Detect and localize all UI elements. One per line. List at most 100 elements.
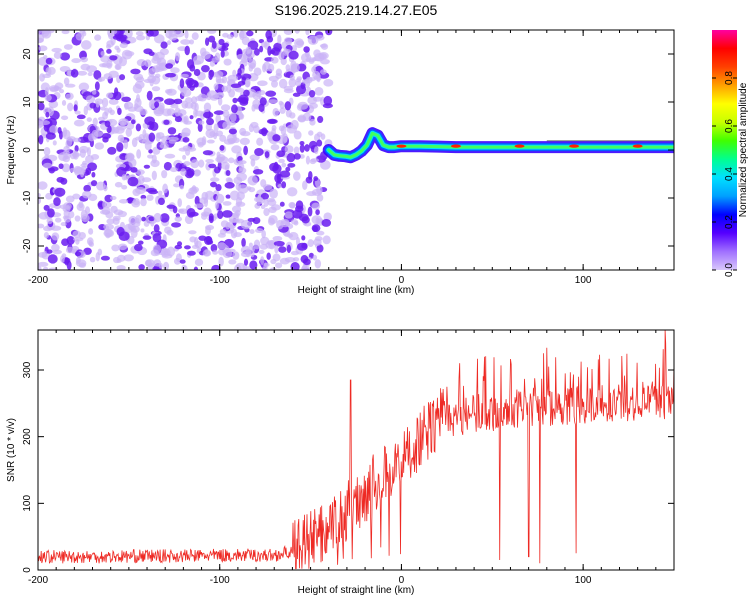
spectrogram-noise-blob [304,144,310,152]
spectrogram-ytick-label: 0 [22,147,33,153]
spectrogram-noise-blob [89,102,97,109]
spectrogram-noise-blob [170,104,179,109]
spectrogram-noise-blob [299,144,305,153]
spectrogram-noise-blob [102,111,108,120]
spectrogram-noise-blob [278,246,287,253]
spectrogram-noise-blob [44,87,49,96]
spectrogram-noise-blob [54,82,64,90]
snr-frame [37,329,675,571]
spectrogram-noise-blob [39,120,51,126]
snr-ytick-label: 200 [22,428,33,445]
spectrogram-noise-blob [88,193,98,202]
spectrogram-noise-blob [47,208,55,218]
spectrogram-noise-blob [44,94,52,102]
spectrogram-noise-blob [137,175,145,185]
spectrogram-noise-blob [270,258,277,265]
spectrogram-noise-blob [114,181,123,188]
snr-ytick-label: 0 [22,567,33,573]
spectrogram-noise-blob [260,256,265,265]
spectrogram-noise-blob [254,196,264,203]
spectrogram-noise-blob [223,58,232,66]
spectrogram-noise-blob [315,209,320,216]
spectrogram-noise-blob [295,200,304,210]
spectrogram-noise-blob [38,45,48,52]
spectrogram-noise-blob [118,199,129,204]
spectrogram-noise-blob [208,69,215,78]
spectrogram-noise-blob [323,79,334,87]
spectrogram-noise-blob [284,145,294,154]
spectrogram-noise-blob [197,122,203,132]
spectrogram-noise-blob [43,266,49,270]
spectrogram-xtick-label: -100 [210,275,230,286]
spectrogram-noise-blob [115,64,121,70]
spectrogram-noise-blob [263,208,270,217]
spectrogram-noise-blob [286,187,298,197]
spectrogram-noise-blob [307,239,314,247]
spectrogram-noise-blob [182,137,190,143]
spectrogram-noise-blob [311,202,321,210]
spectrogram-noise-blob [282,133,288,143]
spectrogram-noise-blob [65,93,72,99]
spectrogram-noise-blob [83,184,92,193]
spectrogram-noise-blob [284,257,296,263]
spectrogram-noise-blob [194,195,200,206]
snr-ticks: -200 -100 0 100 0 100 200 300 [22,330,675,586]
spectrogram-noise-blob [116,265,126,270]
spectrogram-noise-blob [266,252,271,260]
spectrogram-noise-blob [248,242,253,248]
spectrogram-noise-blob [146,90,153,101]
spectrogram-noise-blob [174,216,183,222]
spectrogram-noise-blob [104,120,111,128]
spectrogram-noise-blob [135,169,145,176]
spectrogram-noise-blob [252,169,264,175]
spectrogram-noise-blob [208,213,214,221]
spectrogram-noise-blob [193,68,201,77]
spectrogram-noise-blob [202,111,214,119]
spectrogram-noise-blob [61,30,70,35]
spectrogram-noise-blob [86,65,98,73]
spectrogram-noise-blob [256,137,264,146]
spectrogram-noise-blob [51,47,62,53]
spectrogram-noise-blob [167,136,179,142]
spectrogram-noise-blob [273,42,283,52]
spectrogram-noise-blob [238,160,247,165]
spectrogram-noise-blob [275,262,283,269]
spectrogram-noise-blob [110,205,118,213]
spectrogram-noise-blob [86,117,92,122]
spectrogram-noise-blob [276,173,282,182]
spectrogram-noise-blob [219,134,227,142]
spectrogram-noise-blob [290,219,299,225]
spectrogram-noise-blob [80,40,92,50]
spectrogram-noise-blob [283,30,294,36]
spectrogram-noise-blob [219,228,227,235]
spectrogram-noise-blob [308,90,316,98]
spectrogram-noise-blob [232,251,240,260]
spectrogram-noise-blob [274,245,279,254]
spectrogram-noise-blob [285,109,292,118]
spectrogram-noise-blob [74,251,82,257]
colorbar-tick-label: 0.0 [724,263,735,277]
spectrogram-noise-blob [272,107,280,117]
spectrogram-noise-blob [198,120,205,125]
spectrogram-noise-blob [273,240,285,247]
spectrogram-noise-blob [94,142,105,150]
spectrogram-xtick-label: -200 [28,275,48,286]
spectrogram-noise-blob [229,112,237,123]
snr-ytick-label: 100 [22,495,33,512]
spectrogram-noise-blob [226,83,232,94]
spectrogram-noise-blob [284,101,292,111]
spectrogram-noise-blob [210,181,217,188]
spectrogram-noise-blob [189,115,194,120]
spectrogram-noise-blob [63,77,70,86]
spectrogram-noise-blob [207,90,218,99]
spectrogram-noise-blob [127,222,135,231]
spectrogram-noise-blob [95,100,100,108]
spectrogram-noise-blob [71,58,82,64]
spectrogram-noise-blob [100,209,111,215]
spectrogram-noise-blob [100,106,106,111]
spectrogram-noise-blob [285,41,292,46]
spectrogram-noise-blob [215,156,225,163]
spectrogram-noise-blob [188,211,199,217]
